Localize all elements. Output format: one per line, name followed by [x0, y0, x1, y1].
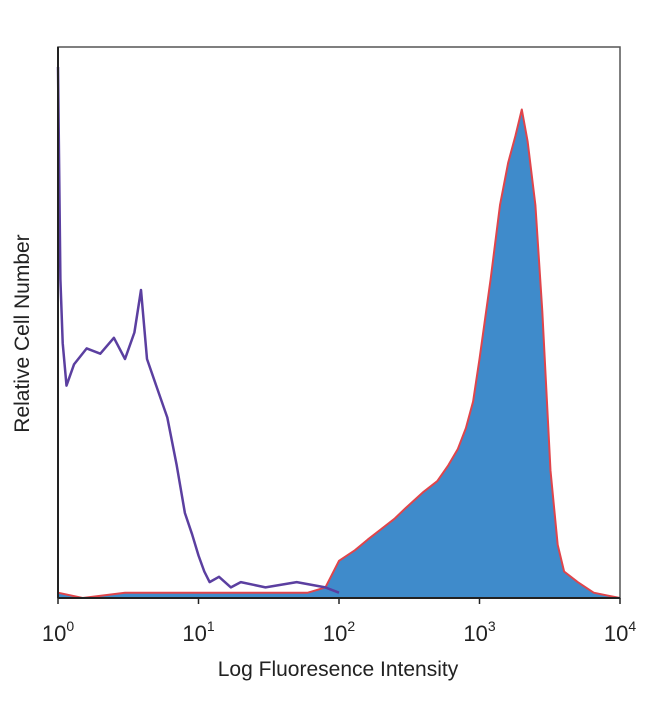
x-axis-title: Log Fluoresence Intensity — [218, 658, 459, 681]
series-layer — [56, 66, 621, 599]
series-0-area — [58, 109, 620, 598]
x-tick-layer: 100 101 102 103 104 — [42, 598, 636, 646]
x-tick-label: 103 — [463, 618, 495, 646]
series-0-outline — [57, 108, 621, 599]
y-axis-title: Relative Cell Number — [11, 234, 34, 432]
x-tick-label: 102 — [323, 618, 355, 646]
series-1-line — [56, 66, 340, 594]
x-tick-label: 101 — [182, 618, 214, 646]
x-tick-label: 104 — [604, 618, 636, 646]
x-tick-label: 100 — [42, 618, 74, 646]
